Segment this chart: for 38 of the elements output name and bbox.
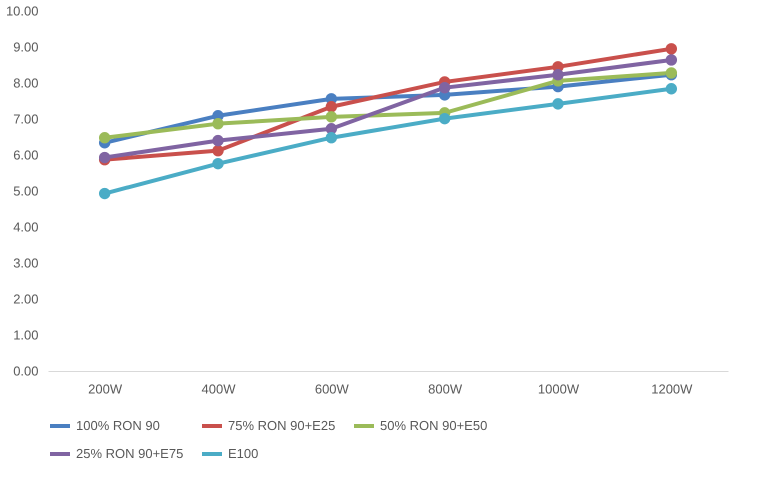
y-tick-label: 1.00 [13, 328, 38, 342]
legend-label: 50% RON 90+E50 [380, 418, 488, 433]
point [326, 132, 338, 144]
point [552, 69, 564, 80]
x-tick-label: 400W [202, 382, 236, 396]
x-tick-label: 1000W [538, 382, 580, 396]
point [552, 98, 564, 110]
point [98, 188, 110, 200]
point [666, 43, 678, 54]
y-tick-label: 9.00 [13, 40, 38, 54]
y-tick-label: 7.00 [13, 112, 38, 126]
point [326, 111, 338, 123]
point [438, 82, 450, 94]
y-tick-label: 6.00 [13, 148, 38, 162]
x-tick-label: 1200W [651, 382, 694, 396]
y-tick-label: 0.00 [13, 364, 38, 378]
point [98, 132, 110, 144]
point [438, 112, 450, 124]
point [326, 101, 338, 112]
y-tick-label: 3.00 [13, 256, 38, 270]
x-tick-label: 800W [428, 382, 463, 396]
point [212, 158, 224, 170]
y-tick-label: 4.00 [13, 220, 38, 234]
legend-label: 100% RON 90 [76, 418, 160, 433]
y-tick-label: 10.00 [6, 4, 38, 18]
legend-label: 75% RON 90+E25 [228, 418, 336, 433]
legend-label: E100 [228, 446, 258, 461]
y-tick-label: 5.00 [13, 184, 38, 198]
x-tick-label: 200W [88, 382, 123, 396]
legend-label: 25% RON 90+E75 [76, 446, 184, 461]
point [212, 134, 224, 146]
point [666, 54, 678, 66]
x-tick-label: 600W [314, 382, 350, 396]
y-tick-label: 8.00 [13, 76, 38, 90]
point [212, 118, 224, 130]
y-tick-label: 2.00 [13, 292, 38, 306]
point [666, 83, 678, 94]
point [212, 144, 224, 156]
